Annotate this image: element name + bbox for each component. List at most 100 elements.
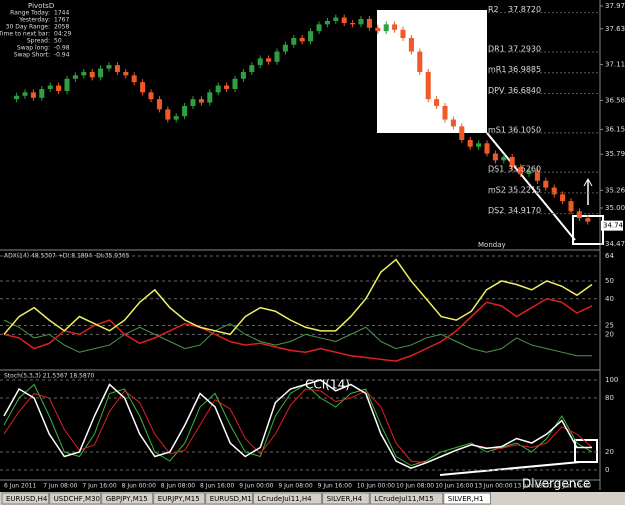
candle	[518, 167, 524, 174]
x-tick-label: 13 Jun 16:00	[553, 483, 591, 490]
tab-label[interactable]: LCrudeJul11,M15	[374, 495, 433, 503]
pivot-value: 36.6840	[508, 86, 541, 95]
candle	[207, 92, 213, 103]
candle	[509, 156, 515, 168]
info-value: -0.98	[54, 45, 70, 52]
annotation: Divergence	[522, 477, 590, 491]
candle	[224, 85, 230, 89]
annotation: CCI(14)	[305, 378, 350, 392]
tab[interactable]	[322, 492, 370, 505]
candle	[299, 37, 305, 42]
candle	[417, 51, 423, 72]
tab[interactable]	[49, 492, 102, 505]
info-label: 30 Day Range:	[6, 24, 50, 31]
pivot-name: mS1	[488, 125, 506, 134]
info-value: -0.94	[54, 52, 70, 59]
tab-label[interactable]: USDCHF,M30	[54, 495, 100, 503]
candle	[392, 24, 398, 30]
candle	[257, 58, 263, 66]
tab[interactable]	[252, 492, 323, 505]
pivot-value: 36.9885	[508, 65, 541, 74]
tab[interactable]	[443, 492, 491, 505]
info-label: Spread:	[27, 38, 50, 45]
x-tick-label: 13 Jun 00:00	[474, 483, 512, 490]
candle	[140, 82, 146, 93]
candle	[114, 65, 120, 72]
trend-line	[486, 132, 576, 241]
candle	[47, 85, 53, 89]
tab[interactable]	[369, 492, 444, 505]
candle	[282, 44, 288, 52]
y-tick-label: 100	[605, 376, 618, 384]
highlight-box	[377, 10, 487, 133]
tab-label[interactable]: SILVER,H4	[327, 495, 363, 503]
x-tick-label: 10 Jun 00:00	[357, 483, 395, 490]
info-value: 1767	[54, 17, 69, 24]
pivot-value: 37.2930	[508, 45, 541, 54]
candle	[543, 180, 549, 188]
tab[interactable]	[153, 492, 206, 505]
info-value: 1744	[54, 10, 69, 17]
candle	[123, 71, 129, 76]
candle	[450, 119, 456, 127]
x-tick-label: 13 Jun 08:00	[514, 483, 552, 490]
candle	[266, 58, 272, 62]
candle	[14, 95, 20, 100]
tab[interactable]	[1, 492, 50, 505]
candle	[106, 65, 112, 69]
pivot-value: 37.8720	[508, 5, 541, 14]
stoch-main-line	[3, 383, 593, 467]
pivot-name: R2	[488, 5, 499, 14]
tab[interactable]	[101, 492, 154, 505]
candle	[308, 31, 314, 42]
pivot-name: DPV	[488, 86, 505, 95]
candle	[98, 68, 104, 78]
candle	[72, 75, 78, 79]
price-tag-label: 34.740	[603, 222, 625, 230]
candle	[568, 201, 574, 212]
tab[interactable]	[205, 492, 253, 505]
arrow-head	[583, 177, 593, 187]
y-tick-label: 80	[605, 394, 614, 402]
y-tick-label: 36.155	[605, 125, 625, 133]
pivot-value: 34.9170	[508, 206, 541, 215]
y-tick-label: 34.470	[605, 240, 625, 248]
candle	[274, 51, 280, 62]
y-tick-label: 35.000	[605, 204, 625, 212]
candle	[316, 24, 322, 32]
info-value: 50	[54, 38, 62, 45]
candle	[89, 71, 95, 78]
candle	[408, 37, 414, 52]
tab-label[interactable]: EURUSD,M1	[210, 495, 252, 503]
tab-label[interactable]: EURJPY,M15	[158, 495, 200, 503]
tab-label[interactable]: SILVER,H1	[448, 495, 484, 503]
x-tick-label: 9 Jun 00:00	[239, 483, 273, 490]
y-tick-label: 50	[605, 277, 614, 285]
pivot-name: mR1	[488, 65, 506, 74]
candle	[131, 75, 137, 83]
info-label: Swap long:	[17, 45, 50, 52]
info-title: PivotsD	[28, 2, 54, 10]
x-tick-label: 8 Jun 00:00	[122, 483, 156, 490]
tab-label[interactable]: LCrudeJul11,H4	[257, 495, 312, 503]
candle	[64, 78, 70, 91]
tab-label[interactable]: EURUSD,H4	[6, 495, 48, 503]
pivot-value: 35.2215	[508, 185, 541, 194]
candle	[484, 143, 490, 154]
y-tick-label: 37.970	[605, 2, 625, 10]
candle	[375, 27, 381, 32]
x-tick-label: 7 Jun 08:00	[43, 483, 77, 490]
candle	[291, 37, 297, 45]
candle	[400, 29, 406, 38]
pivot-name: DS2	[488, 206, 504, 215]
tab-label[interactable]: GBPJPY,M15	[106, 495, 148, 503]
y-tick-label: 64	[605, 252, 614, 260]
candle	[383, 24, 389, 32]
candle	[198, 99, 204, 103]
candle	[165, 109, 171, 120]
candle	[501, 156, 507, 161]
candle	[341, 17, 347, 23]
candle	[173, 116, 179, 120]
candle	[366, 18, 372, 28]
